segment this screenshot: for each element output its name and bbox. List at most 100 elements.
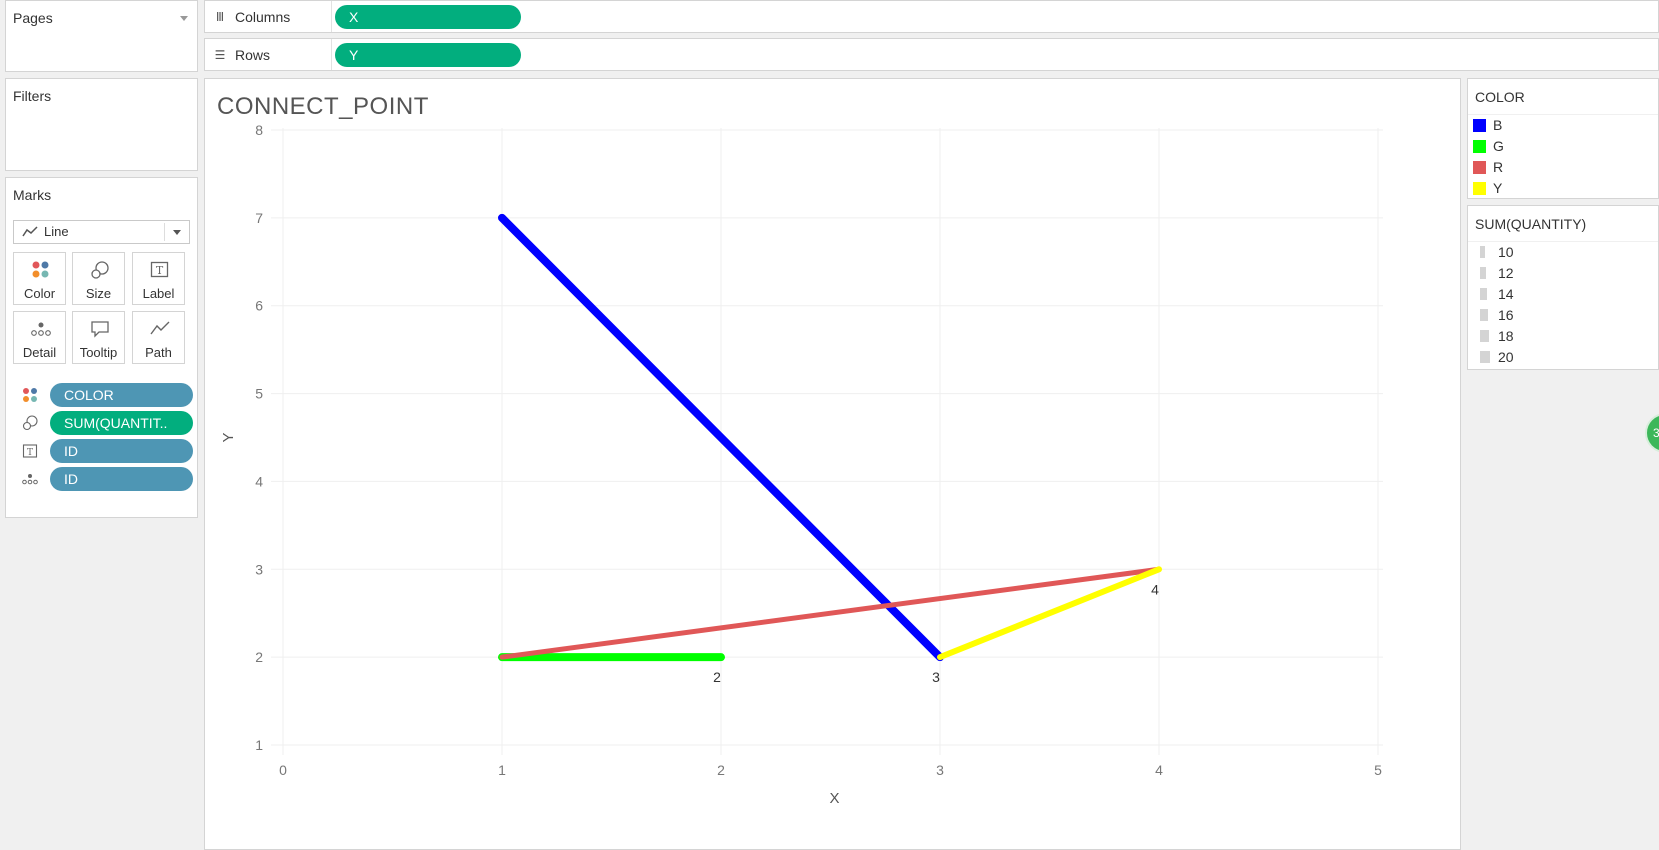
size-legend-label: 20 [1498, 349, 1514, 365]
x-tick-label: 3 [936, 762, 944, 778]
point-label: 3 [932, 669, 940, 685]
pages-card[interactable]: Pages [5, 0, 198, 72]
size-icon [91, 261, 109, 279]
color-legend-title: COLOR [1475, 89, 1525, 105]
series-line-b[interactable] [498, 213, 944, 662]
size-button-label: Size [85, 286, 112, 301]
x-tick-label: 4 [1155, 762, 1163, 778]
size-swatch [1480, 267, 1486, 279]
rows-shelf[interactable]: ☰ Rows Y [204, 38, 1659, 71]
dropdown-separator [164, 223, 165, 241]
rows-pill-y[interactable]: Y [335, 43, 521, 67]
filters-title: Filters [13, 88, 52, 104]
x-tick-label: 1 [498, 762, 506, 778]
columns-shelf[interactable]: Ⅲ Columns X [204, 0, 1659, 33]
y-tick-label: 1 [255, 737, 263, 753]
path-button-label: Path [145, 345, 172, 360]
line-mark-icon [22, 226, 38, 237]
x-tick-label: 0 [279, 762, 287, 778]
y-tick-label: 5 [255, 386, 263, 402]
rows-icon: ☰ [214, 47, 226, 62]
marks-title: Marks [13, 187, 52, 203]
legend-label: R [1493, 159, 1504, 175]
size-legend-label: 16 [1498, 307, 1514, 323]
columns-icon: Ⅲ [215, 9, 225, 24]
filters-card[interactable]: Filters [5, 78, 198, 171]
chart-title: CONNECT_POINT [217, 93, 429, 120]
y-tick-label: 4 [255, 473, 263, 489]
chevron-down-icon[interactable] [173, 230, 181, 235]
mark-type-dropdown[interactable]: Line [13, 220, 190, 244]
series-line-y[interactable] [937, 566, 1162, 661]
color-legend: COLOR B G R Y [1467, 78, 1659, 199]
legend-label: Y [1493, 180, 1503, 196]
mark-type-label: Line [44, 224, 69, 239]
detail-button-label: Detail [22, 345, 57, 360]
pages-title: Pages [13, 10, 53, 26]
size-legend-label: 10 [1498, 244, 1514, 260]
size-legend-header: SUM(QUANTITY) [1468, 206, 1658, 242]
legend-label: G [1493, 138, 1504, 154]
detail-icon [22, 474, 38, 485]
x-tick-label: 2 [717, 762, 725, 778]
legend-swatch [1473, 140, 1486, 153]
y-tick-label: 6 [255, 298, 263, 314]
path-button[interactable]: Path [132, 311, 185, 364]
color-icon [32, 261, 49, 278]
color-icon [23, 388, 37, 402]
size-legend-label: 18 [1498, 328, 1514, 344]
marks-field-row: T ID [18, 438, 195, 464]
marks-field-row: COLOR [18, 382, 195, 408]
color-button-label: Color [23, 286, 56, 301]
columns-pill-x[interactable]: X [335, 5, 521, 29]
rows-label: Rows [235, 46, 271, 63]
marks-card: Marks Line Color Size T Label [5, 177, 198, 518]
tooltip-icon [91, 321, 109, 338]
size-swatch [1480, 330, 1489, 342]
label-button-label: Label [142, 286, 175, 301]
legend-swatch [1473, 161, 1486, 174]
color-legend-header: COLOR [1468, 79, 1658, 115]
floating-badge[interactable]: 3 [1645, 413, 1659, 453]
label-button[interactable]: T Label [132, 252, 185, 305]
point-label: 2 [713, 669, 721, 685]
marks-pill-label[interactable]: ID [50, 439, 193, 463]
size-swatch [1480, 288, 1487, 300]
detail-button[interactable]: Detail [13, 311, 66, 364]
svg-text:T: T [27, 448, 33, 458]
y-tick-label: 2 [255, 649, 263, 665]
y-tick-label: 7 [255, 210, 263, 226]
size-swatch [1480, 309, 1488, 321]
size-icon [22, 415, 38, 431]
marks-field-row: ID [18, 466, 195, 492]
size-button[interactable]: Size [72, 252, 125, 305]
x-tick-label: 5 [1374, 762, 1382, 778]
legend-swatch [1473, 119, 1486, 132]
legend-swatch [1473, 182, 1486, 195]
path-icon [150, 321, 170, 335]
chevron-down-icon[interactable] [180, 16, 188, 21]
svg-text:T: T [156, 264, 164, 277]
marks-pill-detail[interactable]: ID [50, 467, 193, 491]
x-axis-title: X [829, 790, 839, 807]
detail-icon [31, 322, 51, 336]
size-legend: SUM(QUANTITY) 10 12 14 16 18 20 [1467, 205, 1659, 370]
color-button[interactable]: Color [13, 252, 66, 305]
size-legend-label: 12 [1498, 265, 1514, 281]
tooltip-button[interactable]: Tooltip [72, 311, 125, 364]
marks-pill-color[interactable]: COLOR [50, 383, 193, 407]
tooltip-button-label: Tooltip [79, 345, 118, 360]
label-icon: T [22, 444, 38, 458]
marks-pill-size[interactable]: SUM(QUANTIT.. [50, 411, 193, 435]
point-label: 4 [1151, 581, 1159, 597]
rows-shelf-label: ☰ Rows [205, 39, 332, 70]
size-swatch [1480, 351, 1490, 363]
label-icon: T [150, 261, 169, 278]
size-legend-title: SUM(QUANTITY) [1475, 216, 1587, 232]
legend-label: B [1493, 117, 1503, 133]
size-swatch [1480, 246, 1485, 258]
columns-label: Columns [235, 8, 291, 25]
series-line-r[interactable] [499, 566, 1162, 660]
